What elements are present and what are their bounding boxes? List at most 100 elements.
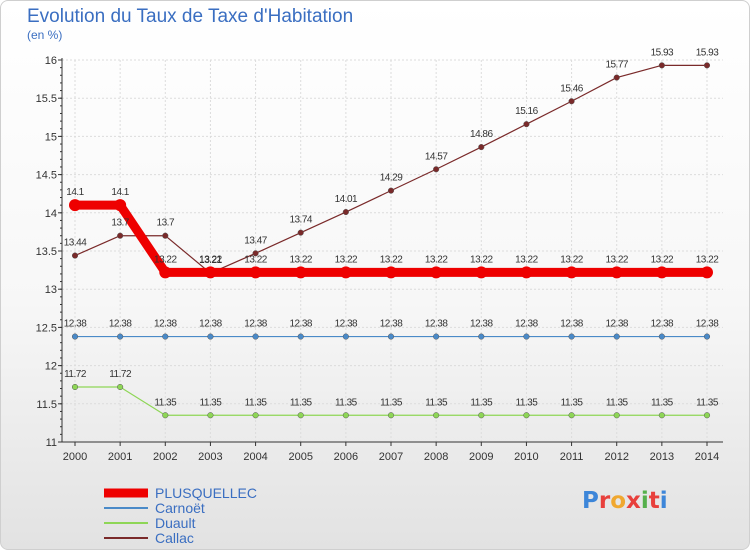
data-label: 15.77 [605,60,628,71]
data-point [71,383,79,391]
data-label: 11.35 [335,397,358,408]
data-label: 12.38 [289,319,312,330]
data-point [204,266,217,279]
data-point [162,333,169,340]
data-label: 13.74 [289,215,312,226]
data-label: 12.38 [199,319,222,330]
y-tick-label: 13.5 [36,246,57,258]
data-point [387,333,395,340]
data-label: 14.01 [335,194,358,205]
data-label: 11.35 [200,397,223,408]
data-point [252,333,259,340]
data-point [478,333,485,340]
x-tick-label: 2014 [695,451,719,463]
data-labels: 14.1 14.113.22 13.22 13.22 13.22 13.22 13.22 13… [64,47,720,408]
x-tick-label: 2000 [63,451,87,463]
data-point [433,166,440,173]
data-point [433,412,440,419]
data-label: 14.57 [425,151,448,162]
data-label: 12.38 [154,319,177,330]
x-tick-label: 2005 [288,451,312,463]
data-point [162,412,169,419]
legend-label: Callac [155,530,194,546]
x-tick-label: 2003 [198,451,222,463]
data-point [342,333,349,340]
data-point [339,266,352,279]
data-label: 12.38 [605,319,628,330]
data-point [249,266,262,279]
data-label: 13.7 [111,218,129,229]
chart-title: Evolution du Taux de Taxe d'Habitation [27,6,354,27]
data-label: 13.22 [335,254,358,265]
legend-label: PLUSQUELLEC [155,485,257,501]
data-point [385,266,397,279]
data-point [297,412,304,419]
x-tick-label: 2008 [424,451,448,463]
data-point [568,333,575,340]
legend-label: Duault [155,515,196,531]
data-label: 15.93 [651,47,674,58]
data-point [71,333,79,340]
data-point [252,250,259,257]
x-tick-label: 2011 [560,451,584,463]
data-label: 13.22 [244,254,267,265]
data-label: 13.22 [289,254,312,265]
data-label: 13.22 [425,254,448,265]
data-point [297,229,304,236]
data-label: 12.38 [64,319,87,330]
chart-subtitle: (en %) [27,28,63,42]
data-point [703,412,711,419]
data-point [252,412,259,419]
data-label: 12.38 [470,319,493,330]
x-tick-label: 2010 [514,451,538,463]
x-tick-label: 2004 [243,451,267,463]
data-point [568,412,575,419]
data-point [69,199,81,212]
data-label: 13.7 [157,218,175,229]
x-tick-label: 2002 [153,451,177,463]
data-point [701,266,713,279]
data-label: 14.86 [470,129,493,140]
data-label: 11.35 [516,397,539,408]
data-label: 13.47 [244,235,267,246]
data-point [703,62,711,69]
data-label: 11.35 [696,397,719,408]
series [69,62,713,419]
data-point [159,266,172,279]
y-tick-label: 15 [45,131,57,143]
data-label: 13.44 [64,238,87,249]
data-point [478,144,485,151]
data-point [433,333,440,340]
data-label: 13.22 [560,254,583,265]
data-point [162,232,169,239]
data-label: 12.38 [560,319,583,330]
data-point [568,98,575,105]
y-tick-label: 11.5 [36,399,57,411]
data-label: 12.38 [380,319,403,330]
x-tick-label: 2012 [604,451,628,463]
data-point [658,62,665,69]
data-point [475,266,488,279]
data-label: 15.46 [560,83,583,94]
data-point [658,412,665,419]
y-tick-label: 13 [45,284,57,296]
data-point [207,333,214,340]
data-point [565,266,578,279]
data-point [613,333,620,340]
data-label: 12.38 [515,319,538,330]
data-label: 13.22 [696,254,719,265]
data-label: 13.22 [199,254,222,265]
data-label: 13.22 [605,254,628,265]
data-label: 11.72 [109,369,132,380]
y-tick-label: 14 [45,208,57,220]
data-label: 11.35 [290,397,313,408]
data-label: 13.21 [199,255,222,266]
data-label: 11.35 [154,397,177,408]
x-tick-label: 2013 [650,451,674,463]
data-point [610,266,623,279]
y-tick-label: 12.5 [36,322,57,334]
data-label: 11.35 [470,397,493,408]
y-tick-label: 11 [46,437,57,449]
data-label: 13.22 [470,254,493,265]
